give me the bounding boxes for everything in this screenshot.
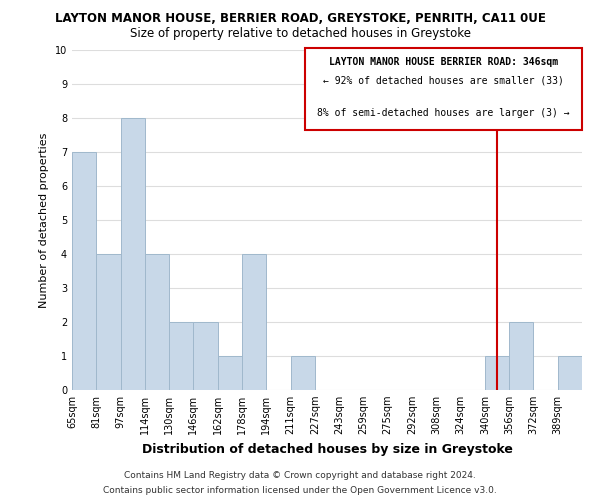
Bar (485, 356, 509, 390)
Bar (193, 322, 218, 390)
Text: Contains HM Land Registry data © Crown copyright and database right 2024.: Contains HM Land Registry data © Crown c… (124, 471, 476, 480)
Y-axis label: Number of detached properties: Number of detached properties (40, 132, 49, 308)
Bar (242, 254, 266, 390)
Bar (290, 356, 315, 390)
Text: 8% of semi-detached houses are larger (3) →: 8% of semi-detached houses are larger (3… (317, 108, 570, 118)
Text: Size of property relative to detached houses in Greystoke: Size of property relative to detached ho… (130, 28, 470, 40)
Bar (145, 254, 169, 390)
Text: LAYTON MANOR HOUSE BERRIER ROAD: 346sqm: LAYTON MANOR HOUSE BERRIER ROAD: 346sqm (329, 57, 558, 67)
Bar (121, 118, 145, 390)
Bar (218, 356, 242, 390)
Text: LAYTON MANOR HOUSE, BERRIER ROAD, GREYSTOKE, PENRITH, CA11 0UE: LAYTON MANOR HOUSE, BERRIER ROAD, GREYST… (55, 12, 545, 26)
Bar (96, 254, 121, 390)
FancyBboxPatch shape (305, 48, 582, 130)
Text: ← 92% of detached houses are smaller (33): ← 92% of detached houses are smaller (33… (323, 76, 564, 86)
Bar (558, 356, 582, 390)
Bar (509, 322, 533, 390)
X-axis label: Distribution of detached houses by size in Greystoke: Distribution of detached houses by size … (142, 442, 512, 456)
Bar (169, 322, 193, 390)
Bar (72, 152, 96, 390)
Text: Contains public sector information licensed under the Open Government Licence v3: Contains public sector information licen… (103, 486, 497, 495)
